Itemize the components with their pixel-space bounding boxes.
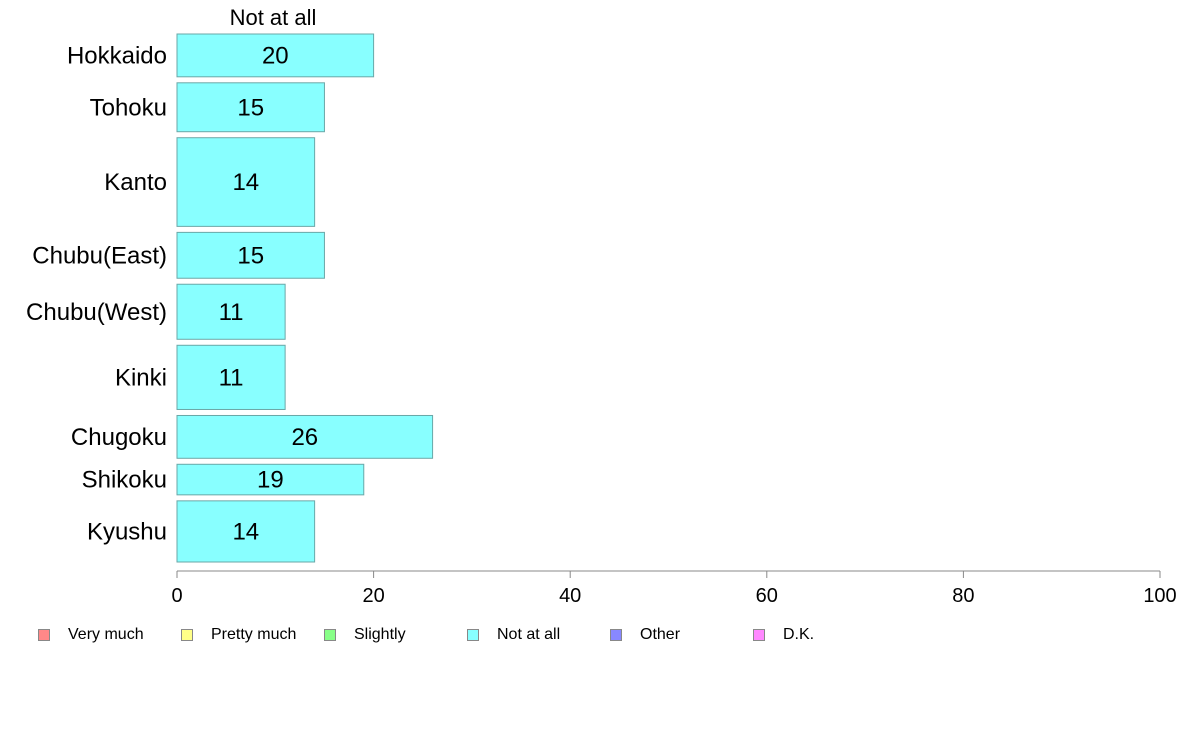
x-axis: 0 20 40 60 80 100 — [171, 570, 1177, 607]
x-tick-label: 0 — [171, 585, 182, 607]
x-tick-label: 20 — [362, 585, 384, 607]
category-label: Chubu(West) — [26, 299, 167, 326]
bar-shikoku — [176, 463, 365, 496]
bar-chubu-east — [176, 231, 325, 279]
series-title: Not at all — [230, 5, 317, 30]
legend-item-very-much: Very much — [38, 624, 144, 646]
legend-item-other: Other — [610, 624, 680, 646]
bar-value-label: 14 — [232, 169, 259, 196]
legend-swatch — [181, 629, 193, 641]
bar-value-label: 11 — [219, 299, 244, 326]
legend-label: Slightly — [354, 626, 406, 643]
legend: Very much Pretty much Slightly Not at al… — [38, 624, 938, 646]
bar-value-label: 15 — [237, 242, 264, 269]
bar-kinki — [176, 344, 286, 410]
bar-value-label: 14 — [232, 518, 259, 545]
bar-tohoku — [176, 82, 325, 133]
legend-item-not-at-all: Not at all — [467, 624, 560, 646]
legend-label: D.K. — [783, 626, 815, 643]
bar-chubu-west — [176, 283, 286, 340]
category-label: Kanto — [104, 169, 167, 196]
x-tick-label: 100 — [1143, 585, 1176, 607]
legend-item-pretty-much: Pretty much — [181, 624, 296, 646]
legend-swatch — [38, 629, 50, 641]
bars-layer: Hokkaido 20 Tohoku 15 Kanto 14 Chubu(East) 15 Ch… — [26, 33, 434, 563]
category-label: Kyushu — [87, 518, 167, 545]
category-label: Tohoku — [90, 94, 167, 121]
bar-value-label: 11 — [219, 364, 244, 391]
bar-value-label: 26 — [291, 424, 318, 451]
category-label: Kinki — [115, 364, 167, 391]
legend-label: Very much — [68, 626, 144, 643]
bar-chugoku — [176, 414, 434, 459]
bar-kanto — [176, 137, 316, 227]
legend-swatch — [753, 629, 765, 641]
x-tick-label: 40 — [559, 585, 581, 607]
category-label: Chubu(East) — [32, 242, 167, 269]
legend-swatch — [324, 629, 336, 641]
legend-label: Pretty much — [211, 626, 297, 643]
category-label: Chugoku — [71, 424, 167, 451]
bar-value-label: 19 — [257, 467, 284, 494]
legend-swatch — [610, 629, 622, 641]
x-tick-label: 80 — [952, 585, 974, 607]
bar-value-label: 15 — [237, 94, 264, 121]
bar-kyushu — [176, 500, 316, 563]
legend-item-dk: D.K. — [753, 624, 814, 646]
legend-label: Not at all — [497, 626, 561, 643]
legend-label: Other — [640, 626, 681, 643]
legend-item-slightly: Slightly — [324, 624, 406, 646]
x-tick-label: 60 — [756, 585, 778, 607]
bar-hokkaido — [176, 33, 375, 78]
category-label: Shikoku — [82, 467, 167, 494]
legend-swatch — [467, 629, 479, 641]
bar-value-label: 20 — [262, 42, 289, 69]
category-label: Hokkaido — [67, 42, 167, 69]
